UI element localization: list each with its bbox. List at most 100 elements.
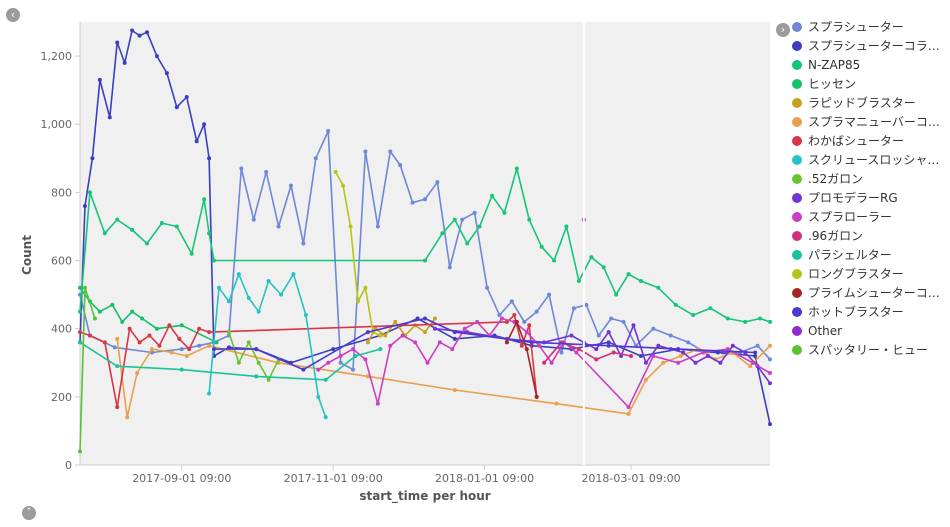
- y-tick-label: 800: [51, 186, 72, 199]
- data-point: [460, 217, 465, 222]
- data-point: [363, 149, 368, 154]
- data-point: [626, 405, 631, 410]
- data-point: [589, 255, 594, 260]
- legend-swatch: [792, 287, 802, 298]
- legend-item[interactable]: ヒッセン: [792, 74, 948, 93]
- data-point: [365, 330, 370, 335]
- data-point: [112, 345, 117, 350]
- data-point: [514, 166, 519, 171]
- data-point: [609, 316, 614, 321]
- data-point: [226, 330, 231, 335]
- data-point: [207, 391, 212, 396]
- legend-item[interactable]: パラシェルター: [792, 245, 948, 264]
- data-point: [452, 388, 457, 393]
- collapse-right-icon[interactable]: ›: [776, 23, 790, 37]
- data-point: [534, 394, 539, 399]
- data-point: [537, 343, 542, 348]
- data-point: [519, 343, 524, 348]
- data-point: [194, 139, 199, 144]
- series-13: [78, 340, 383, 382]
- data-point: [383, 333, 388, 338]
- legend-label: スプラマニューバーコ…: [808, 115, 940, 129]
- legend-swatch: [792, 21, 802, 32]
- legend-item[interactable]: .96ガロン: [792, 226, 948, 245]
- legend-item[interactable]: プライムシューターコ…: [792, 283, 948, 302]
- data-point: [705, 353, 710, 358]
- legend-item[interactable]: ホットブラスター: [792, 302, 948, 321]
- legend-item[interactable]: ロングブラスター: [792, 264, 948, 283]
- legend-item[interactable]: スパッタリー・ヒュー: [792, 340, 948, 359]
- data-point: [708, 306, 713, 311]
- data-point: [527, 217, 532, 222]
- legend-swatch: [792, 230, 802, 241]
- legend-item[interactable]: ラピッドブラスター: [792, 93, 948, 112]
- data-point: [167, 323, 172, 328]
- data-point: [291, 272, 296, 277]
- legend-label: ロングブラスター: [808, 267, 904, 281]
- data-point: [147, 333, 152, 338]
- data-point: [475, 319, 480, 324]
- data-point: [187, 347, 192, 352]
- data-point: [668, 333, 673, 338]
- data-point: [174, 224, 179, 229]
- legend-item[interactable]: スクリュースロッシャ…: [792, 150, 948, 169]
- legend-label: プライムシューターコ…: [808, 286, 940, 300]
- data-point: [78, 449, 82, 454]
- data-point: [179, 323, 184, 328]
- data-point: [102, 340, 107, 345]
- series-line: [79, 314, 538, 408]
- legend-item[interactable]: N-ZAP85: [792, 55, 948, 74]
- collapse-left-icon[interactable]: ‹: [6, 8, 20, 22]
- data-point: [353, 353, 358, 358]
- data-point: [115, 40, 120, 45]
- legend-label: わかばシューター: [808, 134, 905, 148]
- data-point: [239, 166, 244, 171]
- data-point: [177, 336, 182, 341]
- data-point: [301, 241, 306, 246]
- legend-item[interactable]: わかばシューター: [792, 131, 948, 150]
- data-point: [512, 313, 517, 318]
- series-15: [504, 319, 539, 399]
- data-point: [594, 347, 599, 352]
- data-point: [179, 367, 184, 372]
- legend-swatch: [792, 192, 802, 203]
- data-point: [700, 350, 705, 355]
- data-point: [110, 302, 115, 307]
- data-point: [614, 292, 619, 297]
- data-point: [524, 347, 529, 352]
- data-point: [554, 401, 559, 406]
- data-point: [323, 415, 328, 420]
- legend-item[interactable]: Other: [792, 321, 948, 340]
- legend-item[interactable]: スプラシューターコラ…: [792, 36, 948, 55]
- legend-label: スプラローラー: [808, 210, 893, 224]
- data-point: [499, 316, 504, 321]
- legend-item[interactable]: スプラローラー: [792, 207, 948, 226]
- data-point: [207, 343, 212, 348]
- data-point: [115, 364, 120, 369]
- collapse-up-icon[interactable]: ˄: [22, 506, 36, 520]
- data-point: [539, 244, 544, 249]
- data-point: [202, 122, 207, 127]
- data-point: [266, 377, 271, 382]
- legend-item[interactable]: スプラマニューバーコ…: [792, 112, 948, 131]
- data-point: [140, 316, 145, 321]
- data-point: [164, 71, 169, 76]
- data-point: [179, 347, 184, 352]
- data-point: [542, 360, 547, 365]
- data-point: [212, 258, 217, 263]
- legend-swatch: [792, 97, 802, 108]
- legend-item[interactable]: スプラシューター: [792, 17, 948, 36]
- data-point: [673, 302, 678, 307]
- legend-item[interactable]: プロモデラーRG: [792, 188, 948, 207]
- data-point: [485, 285, 490, 290]
- data-point: [388, 149, 393, 154]
- data-point: [236, 360, 241, 365]
- data-point: [691, 313, 696, 318]
- data-point: [643, 360, 648, 365]
- x-tick-label: 2018-01-01 09:00: [435, 472, 534, 485]
- data-point: [681, 350, 686, 355]
- series-3: [78, 166, 772, 324]
- legend-item[interactable]: .52ガロン: [792, 169, 948, 188]
- data-point: [569, 333, 574, 338]
- data-point: [552, 258, 557, 263]
